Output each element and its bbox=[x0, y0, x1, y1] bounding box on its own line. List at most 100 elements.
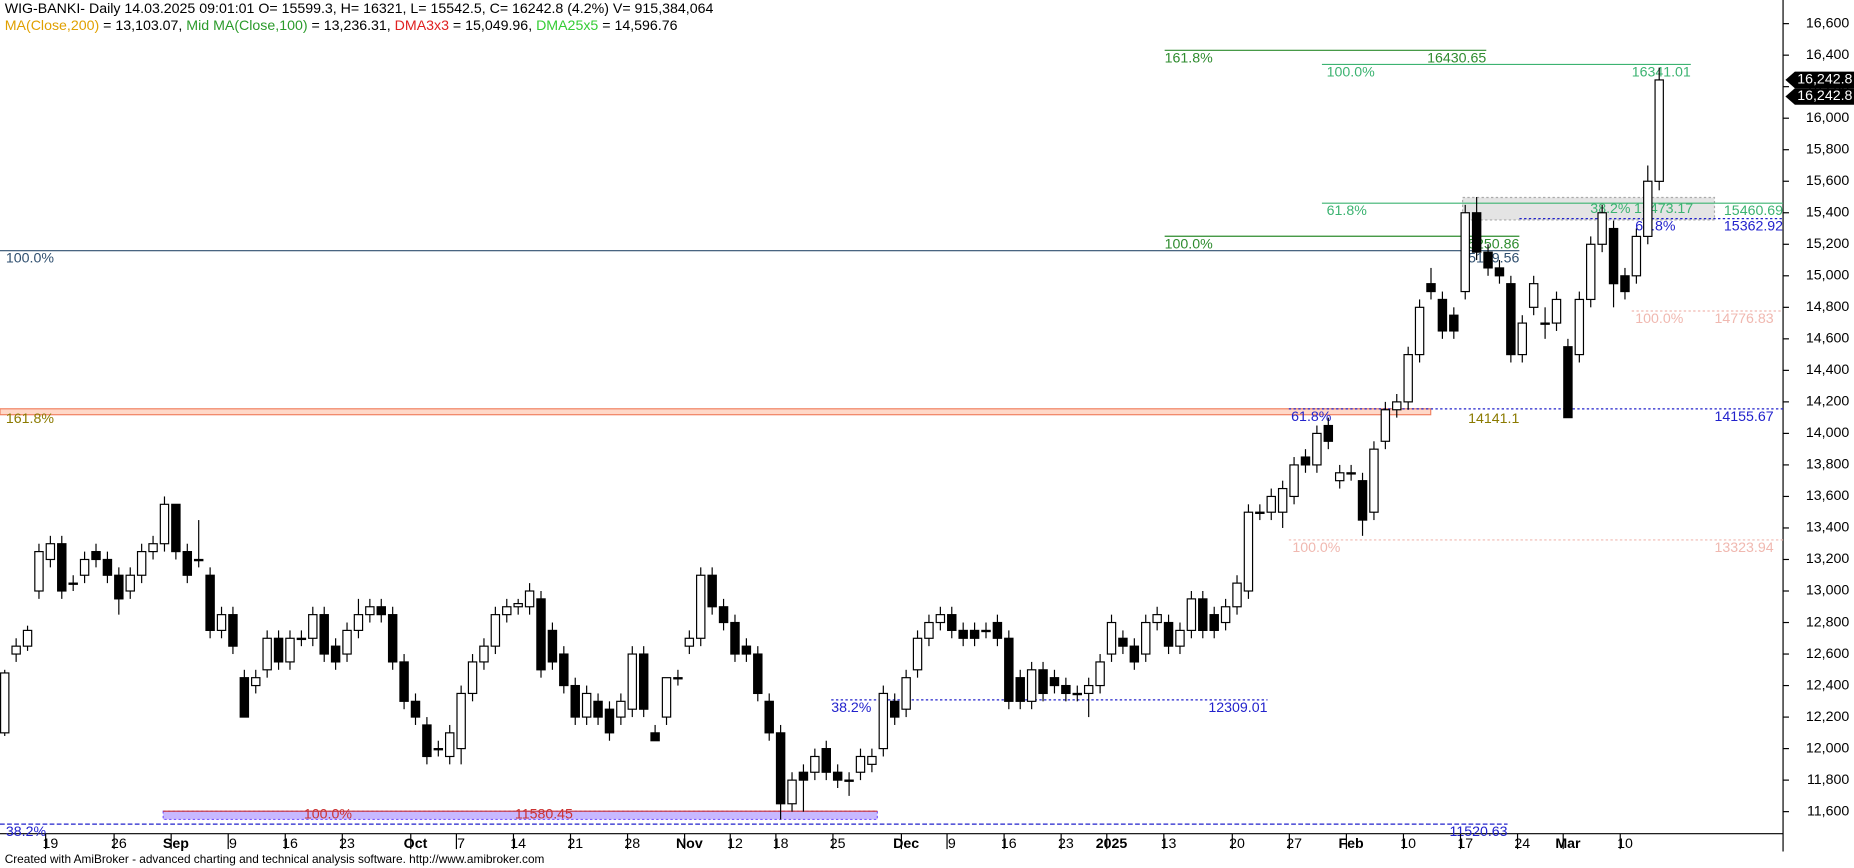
candle-body bbox=[1392, 401, 1402, 411]
candle-body bbox=[604, 708, 615, 734]
y-tick-label: 13,800 bbox=[1806, 457, 1849, 473]
x-tick-label: 20 bbox=[1229, 836, 1245, 852]
candle-body bbox=[0, 672, 10, 734]
price-tag-label: 16,242.8 bbox=[1797, 88, 1852, 104]
candle-body bbox=[1528, 283, 1539, 308]
candle-body bbox=[1015, 677, 1025, 702]
x-tick-label: 19 bbox=[42, 836, 58, 852]
fib-band bbox=[0, 408, 1432, 416]
candle-body bbox=[1369, 448, 1379, 513]
x-tick-label: 2025 bbox=[1096, 836, 1128, 852]
candle-body bbox=[924, 621, 934, 639]
candle-body bbox=[1620, 275, 1630, 293]
candle-body bbox=[45, 543, 56, 561]
candle-body bbox=[524, 590, 535, 608]
candle-body bbox=[650, 732, 660, 742]
x-tick-label: 26 bbox=[111, 836, 127, 852]
candle-body bbox=[11, 645, 21, 655]
fib-value: 11580.45 bbox=[515, 806, 573, 822]
candle-body bbox=[1220, 606, 1231, 624]
y-tick-label: 13,000 bbox=[1806, 583, 1849, 599]
x-tick-label: 23 bbox=[339, 836, 355, 852]
candle-body bbox=[1540, 322, 1550, 325]
x-tick-label: 14 bbox=[510, 836, 526, 852]
x-tick-label: Nov bbox=[676, 836, 703, 852]
fib-label: 38.2% bbox=[6, 824, 47, 840]
candle-body bbox=[570, 684, 580, 718]
x-tick-label: Mar bbox=[1555, 836, 1581, 852]
candle-body bbox=[616, 700, 626, 718]
candle-body bbox=[216, 614, 227, 631]
candle-body bbox=[1631, 235, 1642, 277]
candle-body bbox=[1289, 464, 1299, 498]
fib-label: 61.8% bbox=[1291, 409, 1332, 425]
candle-body bbox=[821, 748, 831, 773]
candle-body bbox=[696, 574, 706, 639]
candle-body bbox=[387, 614, 398, 663]
candle-body bbox=[182, 551, 193, 576]
candle-body bbox=[1654, 79, 1664, 182]
candle-body bbox=[753, 653, 763, 695]
candle-body bbox=[1346, 472, 1356, 475]
candle-body bbox=[102, 558, 113, 576]
fib-label: 38.2% bbox=[831, 700, 872, 716]
candle-body bbox=[981, 629, 991, 633]
candle-body bbox=[273, 637, 284, 663]
candle-body bbox=[1414, 306, 1425, 356]
candle-body bbox=[1095, 661, 1105, 687]
y-tick-label: 12,200 bbox=[1806, 709, 1849, 725]
candle-body bbox=[467, 661, 478, 695]
candle-body bbox=[22, 629, 33, 647]
candle-body bbox=[1563, 346, 1573, 419]
candle-body bbox=[1597, 212, 1607, 245]
candle-body bbox=[707, 574, 717, 608]
candle-body bbox=[79, 558, 90, 576]
candle-body bbox=[1175, 629, 1185, 647]
price-tag bbox=[1785, 71, 1854, 89]
y-tick-label: 15,600 bbox=[1806, 173, 1849, 189]
fib-label: 61.8% bbox=[1635, 219, 1676, 235]
candle-body bbox=[1106, 621, 1117, 655]
x-tick-label: Feb bbox=[1339, 836, 1365, 852]
indicator-name: DMA25x5 bbox=[536, 18, 598, 34]
candle-body bbox=[513, 603, 523, 608]
y-tick-label: 12,400 bbox=[1806, 677, 1849, 693]
y-tick-label: 15,800 bbox=[1806, 141, 1849, 157]
fib-value: 14776.83 bbox=[1714, 311, 1773, 327]
y-tick-label: 15,400 bbox=[1806, 205, 1849, 221]
candle-body bbox=[684, 637, 695, 647]
candle-body bbox=[889, 700, 900, 718]
candle-body bbox=[855, 755, 866, 773]
candle-body bbox=[958, 629, 968, 639]
y-tick-label: 14,200 bbox=[1806, 394, 1849, 410]
candle-body bbox=[1574, 298, 1585, 356]
fib-value: 12309.01 bbox=[1208, 700, 1267, 716]
indicator-value: = 13,236.31, bbox=[308, 18, 395, 34]
x-tick-label: 12 bbox=[727, 836, 743, 852]
candle-body bbox=[844, 779, 854, 782]
candle-body bbox=[1004, 637, 1014, 702]
x-tick-label: 7 bbox=[457, 836, 465, 852]
candle-body bbox=[912, 637, 923, 671]
candle-body bbox=[547, 629, 558, 663]
candle-body bbox=[1198, 598, 1208, 631]
candle-body bbox=[342, 629, 352, 655]
candle-body bbox=[1494, 267, 1505, 277]
candle-body bbox=[479, 645, 489, 663]
candle-body bbox=[935, 614, 946, 624]
fib-label: 161.8% bbox=[1165, 50, 1213, 66]
candle-body bbox=[1118, 637, 1128, 647]
candle-body bbox=[1072, 692, 1083, 696]
candle-body bbox=[1586, 243, 1596, 301]
candle-body bbox=[1083, 684, 1094, 695]
candle-body bbox=[1266, 495, 1276, 513]
candle-body bbox=[410, 700, 421, 718]
fib-value: 15460.69 bbox=[1724, 203, 1783, 219]
fib-label: 100.0% bbox=[1292, 540, 1340, 556]
candle-body bbox=[34, 551, 44, 592]
candle-body bbox=[638, 653, 649, 710]
candle-body bbox=[1129, 645, 1140, 663]
candle-body bbox=[764, 700, 774, 734]
indicator-name: Mid MA(Close,100) bbox=[186, 18, 307, 34]
